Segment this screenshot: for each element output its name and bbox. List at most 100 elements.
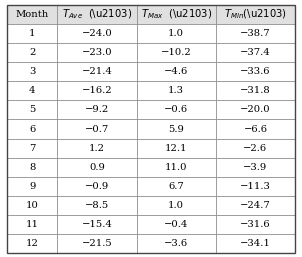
Bar <box>137 215 216 234</box>
Text: 7: 7 <box>29 144 35 153</box>
Text: −16.2: −16.2 <box>82 86 112 95</box>
Bar <box>57 215 137 234</box>
Text: 0.9: 0.9 <box>89 163 105 172</box>
Bar <box>216 139 295 158</box>
Text: 10: 10 <box>26 201 39 210</box>
Bar <box>57 177 137 196</box>
Text: 1.2: 1.2 <box>89 144 105 153</box>
Bar <box>137 100 216 120</box>
Text: 3: 3 <box>29 67 35 76</box>
Bar <box>216 5 295 24</box>
Bar <box>137 234 216 253</box>
Text: 2: 2 <box>29 48 35 57</box>
Bar <box>7 62 57 81</box>
Bar <box>7 158 57 177</box>
Bar <box>137 5 216 24</box>
Bar <box>137 177 216 196</box>
Text: 1.3: 1.3 <box>168 86 184 95</box>
Text: −21.4: −21.4 <box>82 67 112 76</box>
Bar <box>57 234 137 253</box>
Text: −0.4: −0.4 <box>164 220 188 229</box>
Bar <box>216 120 295 139</box>
Bar <box>7 139 57 158</box>
Text: 11.0: 11.0 <box>165 163 188 172</box>
Text: 8: 8 <box>29 163 35 172</box>
Bar <box>216 177 295 196</box>
Bar <box>137 43 216 62</box>
Text: 11: 11 <box>26 220 39 229</box>
Text: 1: 1 <box>29 29 35 38</box>
Bar <box>216 81 295 100</box>
Bar <box>7 81 57 100</box>
Bar <box>216 196 295 215</box>
Bar <box>57 62 137 81</box>
Text: −9.2: −9.2 <box>85 105 109 114</box>
Text: 1.0: 1.0 <box>168 201 184 210</box>
Text: $T_{Ave}$  (\u2103): $T_{Ave}$ (\u2103) <box>62 8 132 21</box>
Bar <box>216 24 295 43</box>
Bar <box>57 24 137 43</box>
Text: −0.7: −0.7 <box>85 124 109 133</box>
Bar <box>137 139 216 158</box>
Bar <box>57 158 137 177</box>
Bar <box>137 81 216 100</box>
Bar <box>7 100 57 120</box>
Text: −24.7: −24.7 <box>240 201 271 210</box>
Text: −11.3: −11.3 <box>240 182 271 191</box>
Text: 12.1: 12.1 <box>165 144 188 153</box>
Bar <box>7 24 57 43</box>
Bar <box>216 215 295 234</box>
Text: −15.4: −15.4 <box>82 220 112 229</box>
Text: −3.9: −3.9 <box>243 163 268 172</box>
Bar <box>57 196 137 215</box>
Text: Month: Month <box>16 10 49 19</box>
Bar <box>57 5 137 24</box>
Text: −31.6: −31.6 <box>240 220 271 229</box>
Bar <box>57 81 137 100</box>
Text: 9: 9 <box>29 182 35 191</box>
Text: −21.5: −21.5 <box>82 239 112 248</box>
Text: −4.6: −4.6 <box>164 67 188 76</box>
Bar <box>137 196 216 215</box>
Text: −0.9: −0.9 <box>85 182 109 191</box>
Bar <box>57 120 137 139</box>
Text: −10.2: −10.2 <box>161 48 191 57</box>
Bar <box>57 100 137 120</box>
Text: −31.8: −31.8 <box>240 86 271 95</box>
Bar <box>7 234 57 253</box>
Bar <box>7 43 57 62</box>
Text: 5.9: 5.9 <box>168 124 184 133</box>
Text: −37.4: −37.4 <box>240 48 271 57</box>
Bar <box>137 24 216 43</box>
Bar <box>216 234 295 253</box>
Text: 4: 4 <box>29 86 35 95</box>
Text: −33.6: −33.6 <box>240 67 271 76</box>
Text: 12: 12 <box>26 239 39 248</box>
Bar <box>57 43 137 62</box>
Bar <box>7 5 57 24</box>
Text: −0.6: −0.6 <box>164 105 188 114</box>
Text: −24.0: −24.0 <box>82 29 112 38</box>
Bar <box>137 158 216 177</box>
Text: −34.1: −34.1 <box>240 239 271 248</box>
Bar <box>7 120 57 139</box>
Bar <box>216 158 295 177</box>
Bar <box>216 43 295 62</box>
Bar <box>7 177 57 196</box>
Text: $T_{Min}$(\u2103): $T_{Min}$(\u2103) <box>224 8 287 21</box>
Bar <box>57 139 137 158</box>
Text: 1.0: 1.0 <box>168 29 184 38</box>
Text: −3.6: −3.6 <box>164 239 188 248</box>
Bar <box>7 215 57 234</box>
Text: −38.7: −38.7 <box>240 29 271 38</box>
Bar <box>216 62 295 81</box>
Bar <box>216 100 295 120</box>
Text: −8.5: −8.5 <box>85 201 109 210</box>
Text: $T_{Max}$  (\u2103): $T_{Max}$ (\u2103) <box>140 8 212 21</box>
Text: 6.7: 6.7 <box>168 182 184 191</box>
Text: 6: 6 <box>29 124 35 133</box>
Text: 5: 5 <box>29 105 35 114</box>
Text: −20.0: −20.0 <box>240 105 271 114</box>
Bar <box>137 62 216 81</box>
Text: −23.0: −23.0 <box>82 48 112 57</box>
